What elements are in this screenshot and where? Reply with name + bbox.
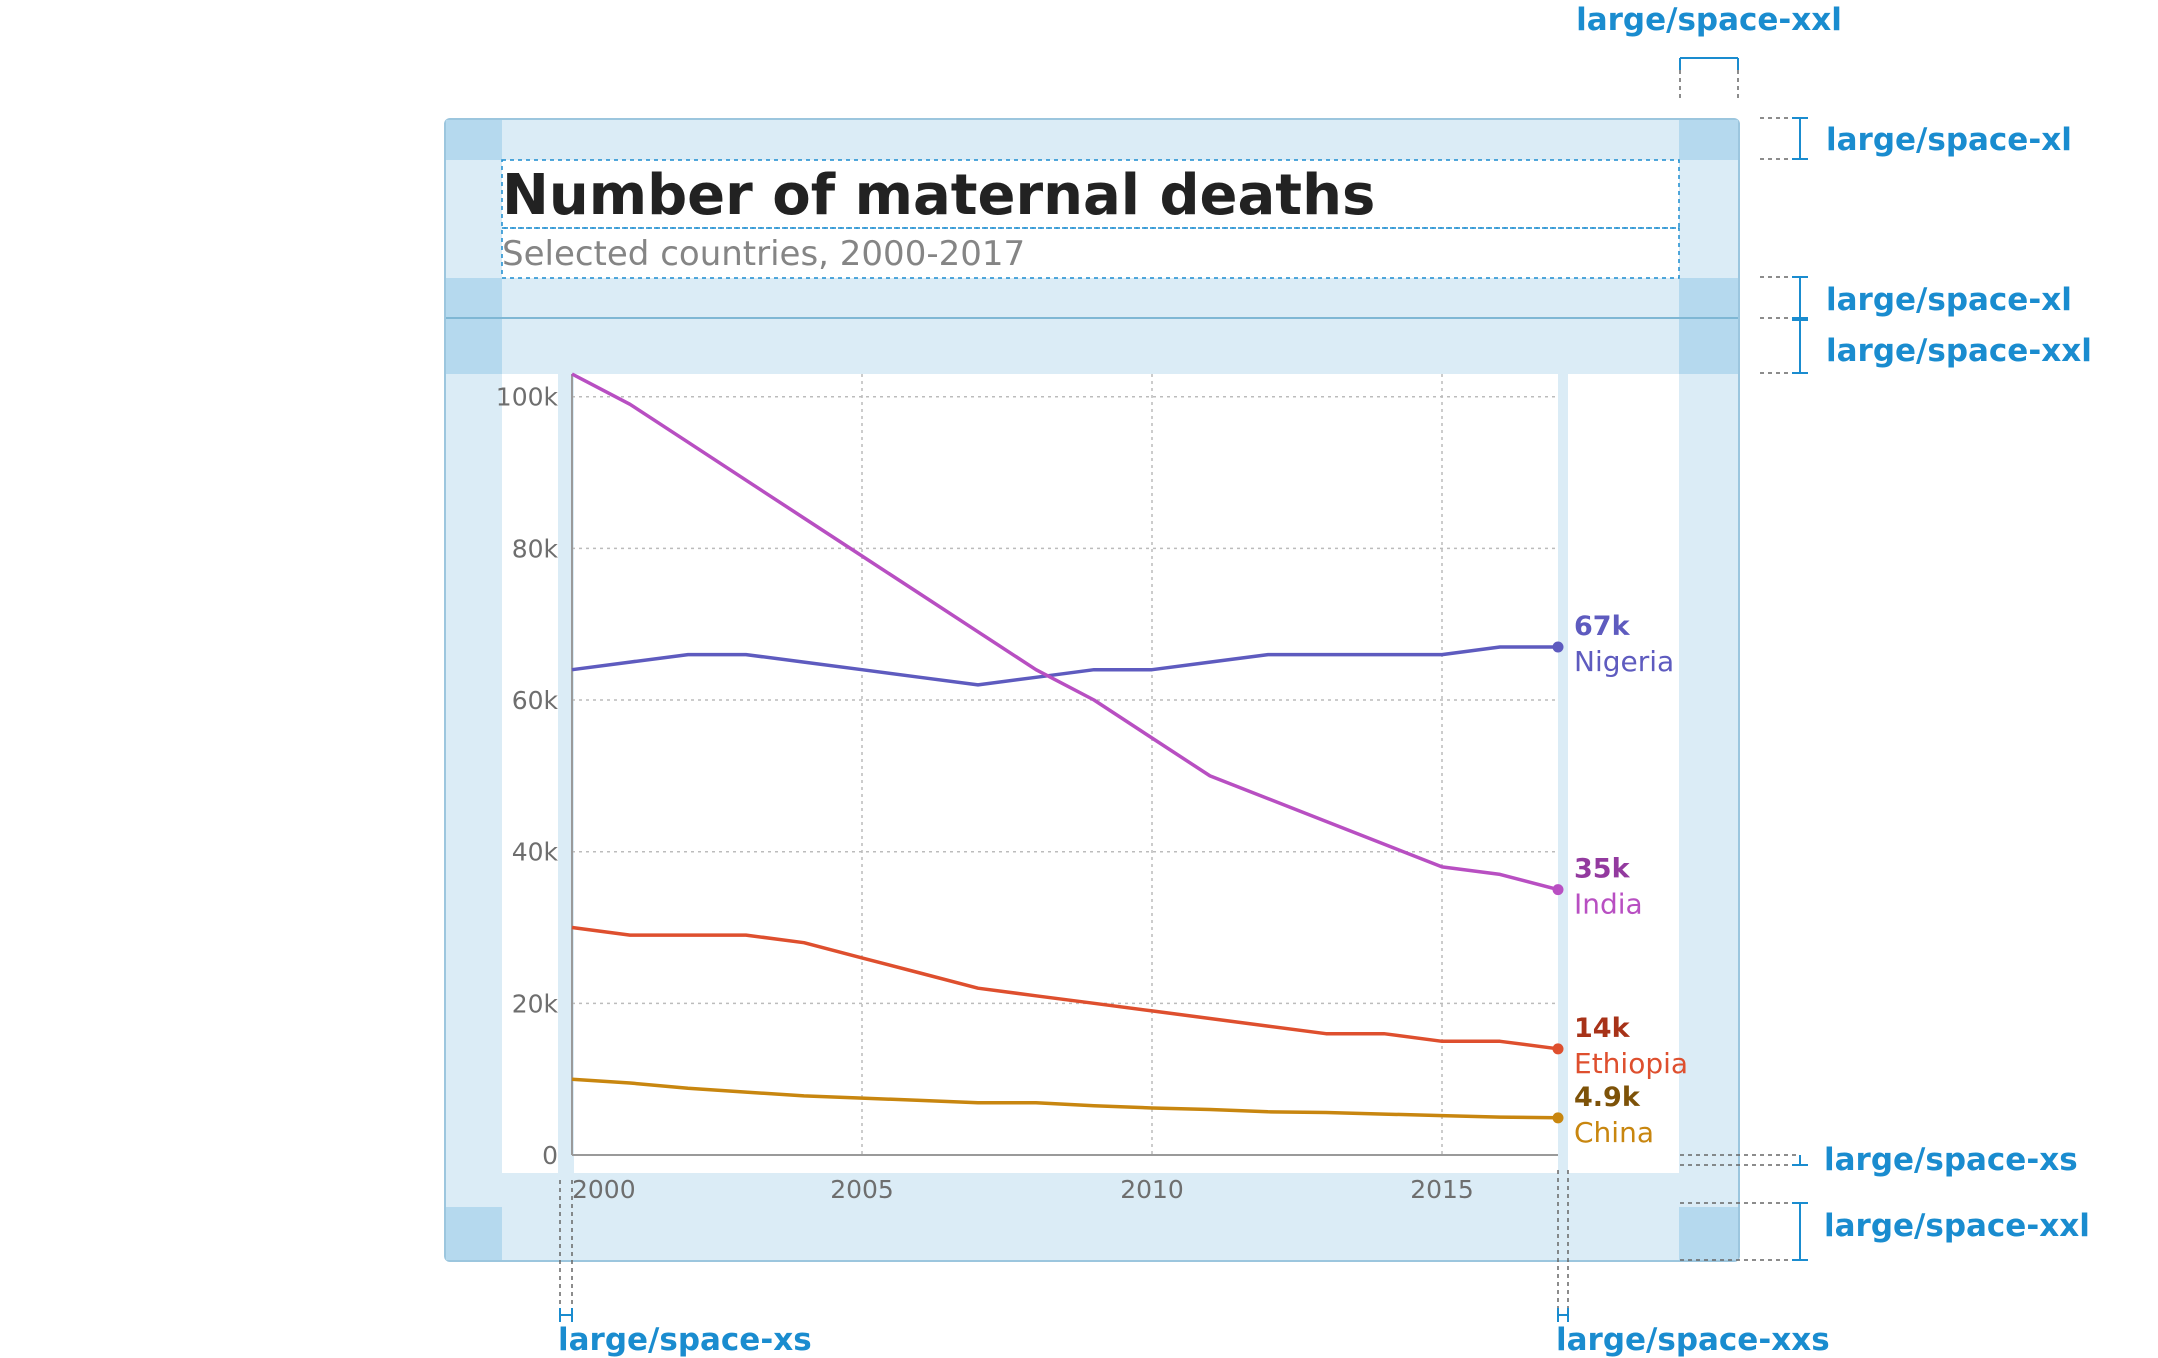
x-tick-label: 2000 (572, 1175, 636, 1204)
annotation-label: large/space-xxl (1826, 333, 2092, 369)
series-line-nigeria (571, 645, 1558, 687)
series-end-point-india (1552, 884, 1564, 896)
corner-top-right (1679, 120, 1738, 160)
end-value-label-india: 35k (1574, 854, 1631, 885)
title-bounding-box (501, 159, 1680, 229)
y-tick-label: 80k (512, 534, 559, 563)
annotation-top-margin: large/space-xxl (1576, 2, 1842, 100)
series-name-label-ethiopia: Ethiopia (1574, 1047, 1688, 1080)
chart-title: Number of maternal deaths (502, 163, 1375, 228)
tick-labels: 0 20k 40k 60k 80k 100k 2000 2005 2010 2015 (496, 383, 1474, 1204)
series-line-china (571, 1077, 1559, 1120)
right-inset-zone (1558, 374, 1568, 1173)
y-tick-label: 20k (512, 989, 559, 1018)
series-line-india (571, 372, 1559, 892)
series-name-label-china: China (1574, 1116, 1654, 1149)
y-tick-label: 40k (512, 838, 559, 867)
x-tick-label: 2015 (1410, 1175, 1474, 1204)
series-end-point-nigeria (1552, 641, 1564, 653)
chart-subtitle: Selected countries, 2000-2017 (502, 234, 1025, 274)
annotation-label: large/space-xs (558, 1322, 812, 1358)
corner-bottom-right (1679, 1207, 1738, 1260)
annotation-bottom-margin: large/space-xxl (1680, 1202, 2090, 1261)
plot-content-area (502, 374, 1679, 1173)
annotation-label: large/space-xs (1824, 1142, 2078, 1178)
annotation-header-bottom: large/space-xl (1760, 276, 2072, 319)
y-tick-label: 0 (542, 1141, 558, 1170)
series-end-point-ethiopia (1552, 1043, 1564, 1055)
x-tick-label: 2005 (830, 1175, 894, 1204)
axes (571, 374, 1558, 1156)
layout-zones (444, 118, 1740, 1262)
end-value-label-nigeria: 67k (1574, 611, 1631, 642)
left-inset-zone (558, 374, 574, 1173)
corner-mid-right (1679, 278, 1738, 374)
series-line-ethiopia (571, 925, 1559, 1051)
series-name-label-india: India (1574, 888, 1643, 921)
series-name-label-nigeria: Nigeria (1574, 645, 1674, 678)
annotation-header-top: large/space-xl (1760, 117, 2072, 160)
annotation-label: large/space-xl (1826, 122, 2072, 158)
annotation-label: large/space-xxl (1824, 1208, 2090, 1244)
annotation-left-inset: large/space-xs (558, 1180, 812, 1358)
corner-top-left (446, 120, 502, 160)
data-series (571, 372, 1564, 1124)
x-tick-label: 2010 (1120, 1175, 1184, 1204)
annotation-chart-bottom: large/space-xs (1680, 1142, 2078, 1178)
corner-bottom-left (446, 1207, 502, 1260)
end-value-label-ethiopia: 14k (1574, 1013, 1631, 1044)
annotation-chart-top: large/space-xxl (1760, 319, 2092, 374)
grid-lines (572, 374, 1558, 1155)
corner-mid-left (446, 278, 502, 374)
series-end-point-china (1552, 1112, 1564, 1124)
annotation-label: large/space-xxl (1576, 2, 1842, 38)
annotation-label: large/space-xxs (1556, 1322, 1830, 1358)
annotation-right-inset: large/space-xxs (1556, 1170, 1830, 1358)
subtitle-bounding-box (501, 227, 1680, 279)
y-tick-label: 100k (496, 383, 559, 412)
end-value-label-china: 4.9k (1574, 1082, 1641, 1113)
y-tick-label: 60k (512, 686, 559, 715)
annotation-label: large/space-xl (1826, 282, 2072, 318)
header-content-area (502, 160, 1679, 278)
